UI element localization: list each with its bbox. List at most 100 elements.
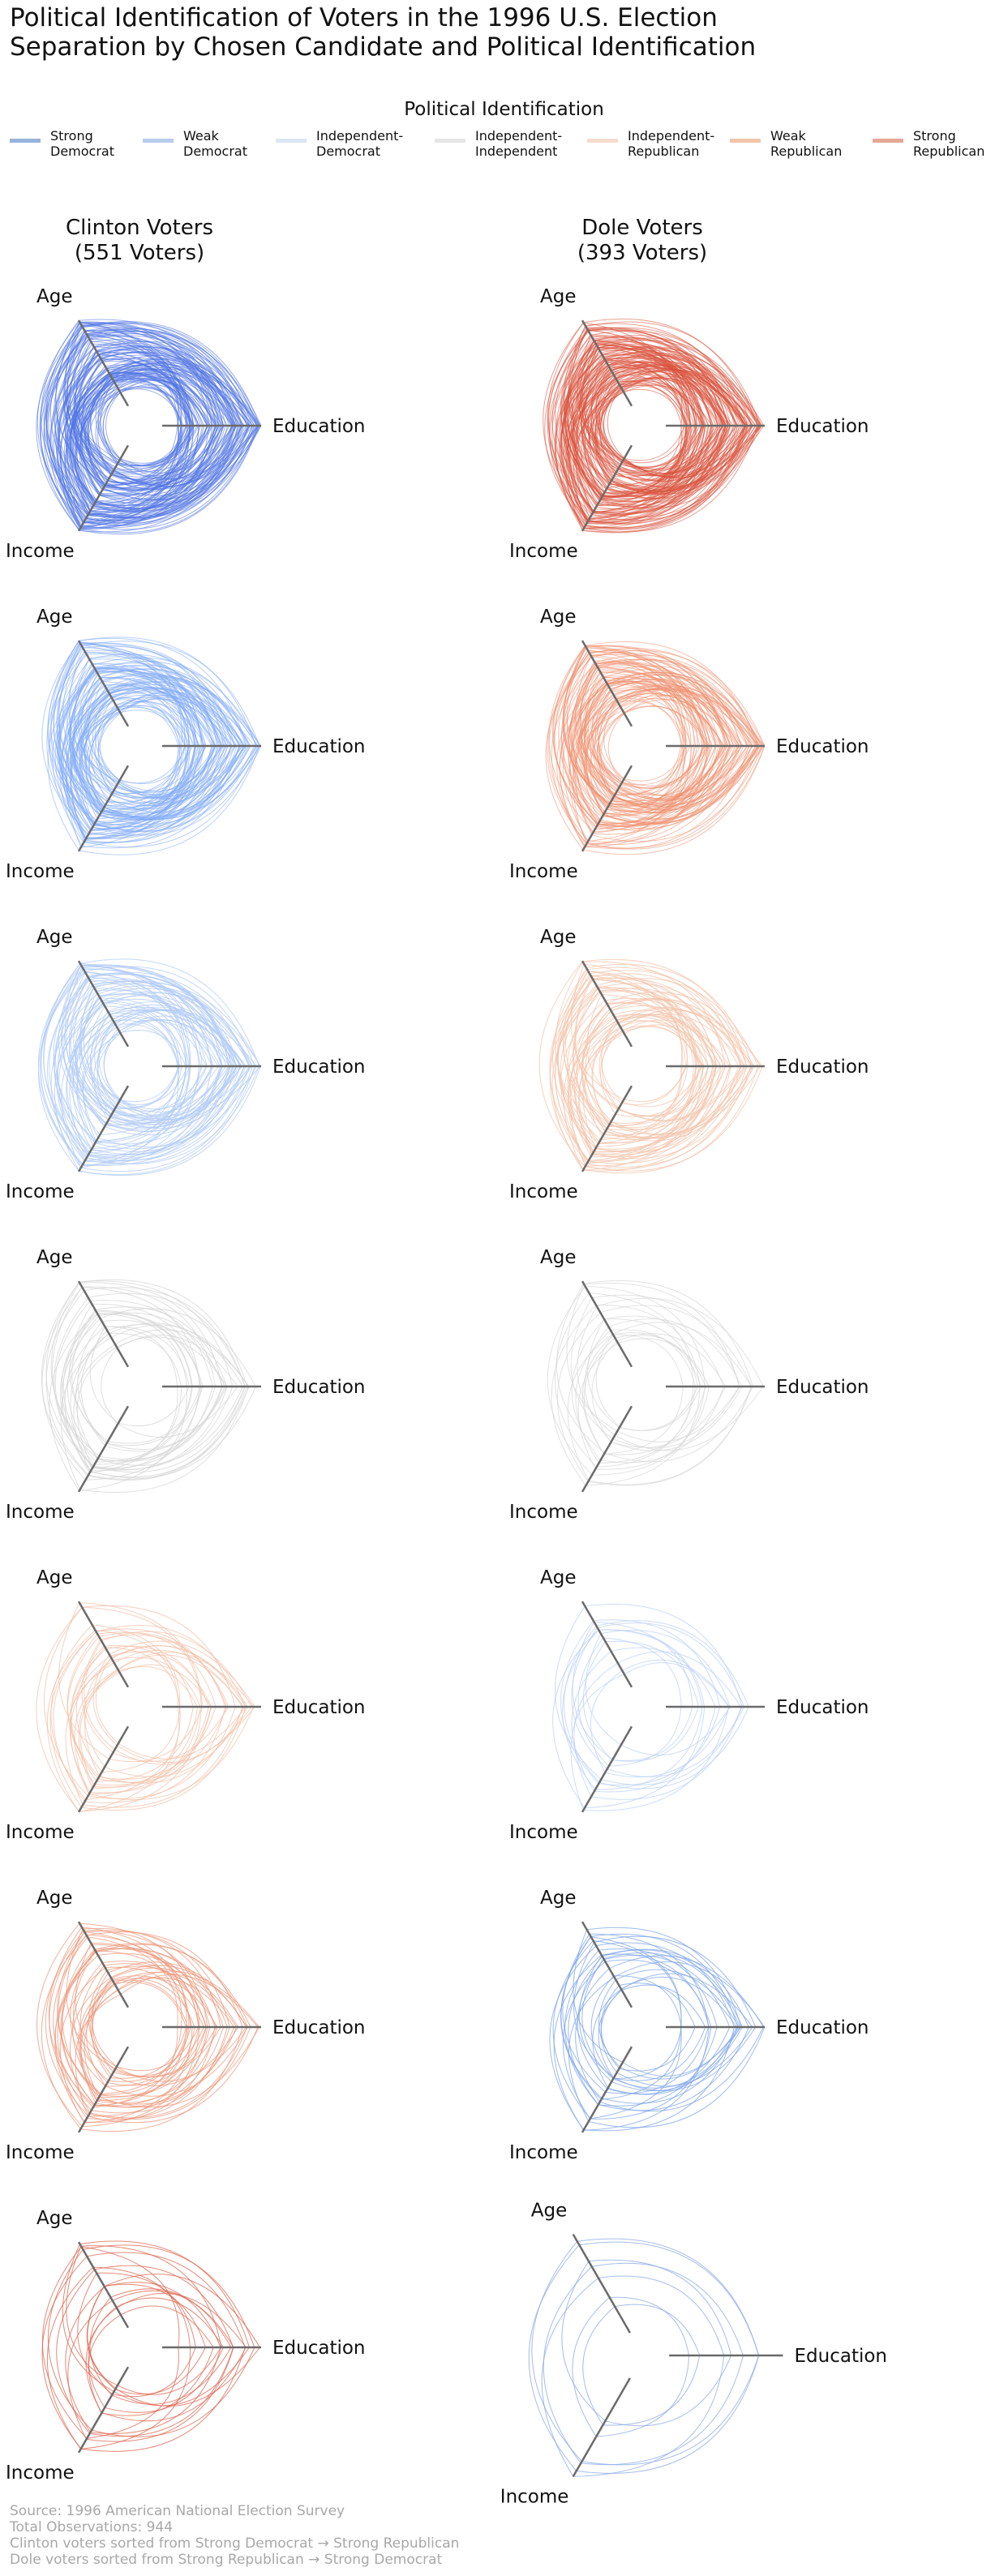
voter-line — [87, 2274, 260, 2407]
axis-label-education: Education — [272, 736, 366, 757]
axis-income — [572, 2377, 631, 2478]
chart-title-line1: Political Identification of Voters in th… — [10, 3, 718, 32]
voter-line — [73, 681, 182, 813]
legend-label-line1: Weak — [183, 128, 219, 144]
voter-line — [77, 2272, 196, 2398]
voter-line — [571, 1622, 745, 1777]
voter-line — [92, 688, 216, 794]
voter-line — [600, 1973, 753, 2087]
voter-line — [103, 1019, 219, 1110]
legend-swatch — [10, 139, 41, 143]
voter-line — [567, 991, 714, 1143]
voter-line — [66, 371, 189, 516]
axis-age — [77, 960, 130, 1048]
voter-line — [57, 665, 235, 837]
radial-panel-dole-3: Age Education Income — [509, 927, 869, 1202]
voter-line — [55, 976, 191, 1144]
radial-panel-clinton-2: Age Education Income — [6, 606, 366, 882]
voter-line — [80, 1323, 226, 1452]
voter-line — [45, 328, 255, 524]
voter-line — [576, 1001, 705, 1136]
voter-line — [577, 1954, 731, 2095]
voter-line — [570, 1294, 740, 1449]
voter-line — [585, 1630, 731, 1756]
voter-lines — [545, 641, 766, 855]
voter-line — [45, 1287, 246, 1480]
column-title-dole-line1: Dole Voters — [581, 216, 703, 240]
voter-line — [85, 685, 207, 799]
voter-line — [95, 1645, 247, 1759]
voter-line — [568, 1007, 752, 1168]
voter-line — [37, 964, 199, 1166]
voter-line — [573, 1935, 757, 2092]
voter-line — [562, 1959, 712, 2120]
radial-panel-clinton-5: Age Education Income — [6, 1567, 366, 1843]
axis-income — [581, 765, 633, 852]
voter-line — [54, 979, 187, 1150]
voter-line — [552, 645, 703, 825]
voter-line — [573, 1014, 709, 1152]
voter-line — [551, 1304, 701, 1486]
voter-lines — [538, 958, 763, 1174]
voter-line — [62, 1944, 200, 2098]
voter-line — [547, 318, 758, 518]
voter-line — [575, 366, 731, 510]
voter-line — [87, 377, 208, 489]
radial-panel-clinton-1: Age Education Income — [6, 286, 366, 562]
voter-line — [575, 1329, 696, 1464]
voter-line — [48, 637, 247, 828]
axis-label-age: Age — [540, 606, 576, 628]
radial-panel-clinton-7: Age Education Income — [6, 2208, 366, 2484]
voter-line — [37, 966, 255, 1176]
axis-label-education: Education — [272, 2017, 366, 2038]
voter-line — [66, 1312, 224, 1462]
voter-line — [67, 1632, 228, 1783]
voter-line — [584, 670, 705, 789]
voter-line — [572, 1621, 693, 1761]
footnote-clinton-sort: Clinton voters sorted from Strong Democr… — [10, 2535, 460, 2552]
voter-line — [579, 347, 724, 481]
voter-line — [580, 336, 738, 474]
legend-label: Independent- Independent — [475, 128, 562, 159]
voter-line — [56, 997, 190, 1162]
voter-lines — [41, 636, 262, 855]
voter-line — [571, 1647, 716, 1793]
voter-line — [591, 1333, 727, 1448]
voter-line — [79, 1971, 238, 2105]
voter-line — [59, 662, 240, 830]
voter-line — [582, 1334, 684, 1455]
radial-panel-dole-7: Age Education Income — [500, 2201, 887, 2508]
axis-label-income: Income — [509, 1181, 578, 1202]
voter-line — [587, 1318, 698, 1431]
voter-line — [56, 2265, 234, 2437]
column-title-clinton: Clinton Voters (551 Voters) — [0, 216, 302, 266]
voter-line — [97, 697, 243, 806]
voter-line — [582, 2304, 701, 2426]
voter-line — [36, 1922, 200, 2128]
voter-line — [67, 2290, 234, 2442]
voter-line — [79, 369, 232, 500]
voter-line — [607, 705, 710, 789]
voter-line — [88, 674, 243, 797]
voter-line — [39, 322, 258, 530]
voter-line — [570, 1009, 763, 1172]
voter-line — [582, 1640, 699, 1762]
voter-line — [54, 980, 234, 1156]
voter-line — [566, 362, 686, 513]
voter-line — [66, 352, 233, 507]
voter-line — [567, 1322, 752, 1485]
voter-line — [97, 697, 187, 784]
voter-line — [528, 2241, 760, 2474]
voter-line — [551, 329, 731, 514]
legend-label-line1: Independent- — [316, 128, 404, 144]
voter-line — [89, 2288, 232, 2405]
axis-age — [572, 2233, 631, 2334]
voter-line — [570, 661, 731, 813]
voter-line — [65, 692, 200, 840]
voter-line — [36, 1606, 203, 1812]
voter-line — [583, 347, 704, 468]
voter-line — [584, 1014, 727, 1140]
voter-line — [577, 1637, 682, 1767]
voter-line — [566, 1282, 740, 1442]
voter-line — [556, 1305, 753, 1486]
